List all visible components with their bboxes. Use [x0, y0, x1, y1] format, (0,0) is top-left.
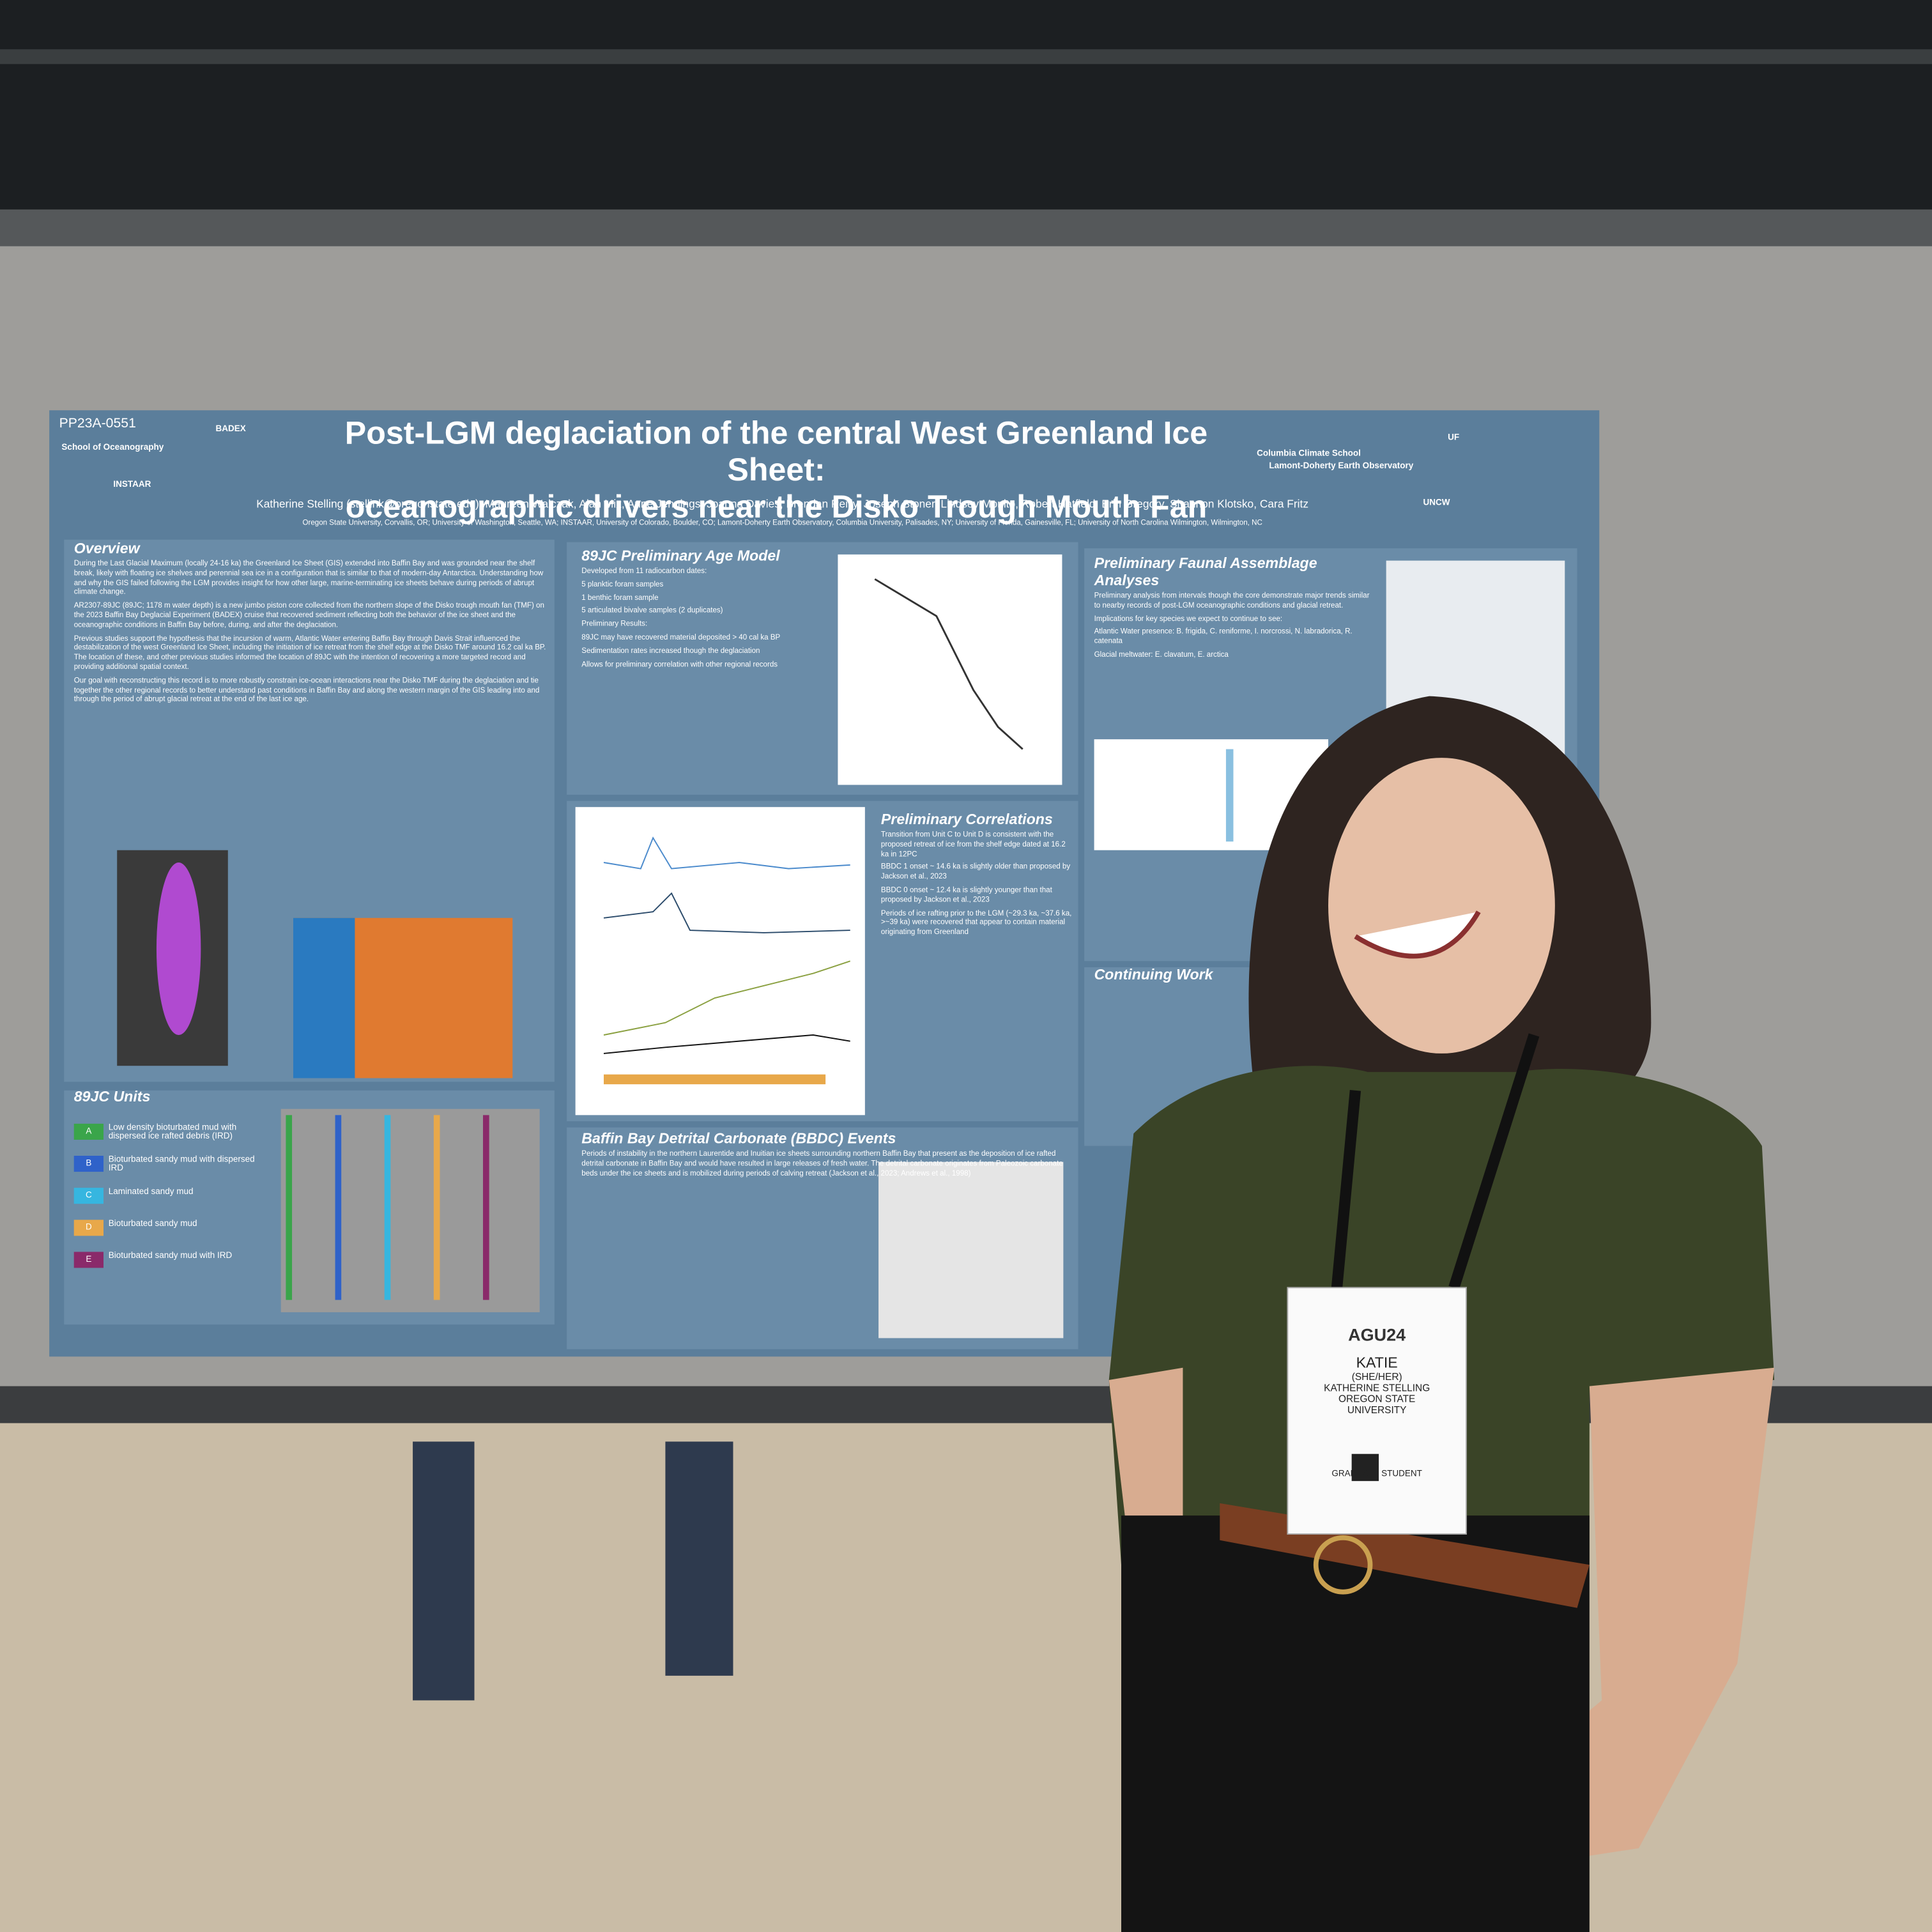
section-text: Periods of ice rafting prior to the LGM … — [880, 910, 1072, 937]
figure-line — [603, 960, 851, 1036]
authors: Katherine Stelling (stellink@oregonstate… — [256, 498, 1309, 510]
figure-bar — [1225, 749, 1234, 842]
unit-swatch: E — [73, 1252, 103, 1268]
badge-affiliation: OREGON STATE UNIVERSITY — [1338, 1393, 1416, 1416]
section-text: Atlantic Water presence: B. frigida, C. … — [1094, 629, 1353, 646]
unit-text: Bioturbated sandy mud — [108, 1220, 197, 1229]
badge — [1287, 1287, 1467, 1535]
figure — [838, 554, 1062, 785]
section-heading: Baffin Bay Detrital Carbonate (BBDC) Eve… — [581, 1130, 896, 1147]
badge-text: AGU24 KATIE (SHE/HER) KATHERINE STELLING… — [1287, 1324, 1466, 1478]
section-heading: 89JC Preliminary Age Model — [581, 547, 780, 565]
section-text: Developed from 11 radiocarbon dates: — [581, 568, 707, 576]
unit-strip — [603, 1074, 826, 1085]
figure — [575, 807, 865, 1116]
section-heading: Preliminary Faunal Assemblage Analyses — [1094, 554, 1317, 589]
logo-text: BADEX — [215, 425, 246, 434]
ceiling — [0, 0, 1932, 222]
section-text: 89JC may have recovered material deposit… — [581, 634, 781, 642]
section-text: Glacial meltwater: E. clavatum, E. arcti… — [1094, 652, 1229, 659]
logo-text: School of Oceanography — [61, 443, 164, 452]
unit-text: Bioturbated sandy mud with dispersed IRD — [108, 1155, 255, 1173]
buckle — [1313, 1535, 1373, 1595]
section-text: Implications for key species we expect t… — [1094, 615, 1283, 624]
bathymetry — [156, 862, 201, 1035]
badge-name: KATIE — [1356, 1354, 1398, 1372]
arm — [1453, 1367, 1775, 1873]
section-text: Allows for preliminary correlation with … — [581, 661, 778, 669]
section-text: Our goal with reconstructing this record… — [73, 677, 540, 704]
section-heading: Preliminary Correlations — [880, 810, 1053, 828]
section-text: Previous studies support the hypothesis … — [73, 635, 546, 672]
badge-pronouns: (SHE/HER) — [1351, 1371, 1402, 1383]
core-unit — [335, 1115, 342, 1300]
figure-line — [603, 1034, 850, 1054]
figure-line — [603, 892, 850, 933]
figure-line — [603, 836, 850, 870]
core-images — [280, 1108, 540, 1312]
unit-swatch: C — [73, 1188, 103, 1204]
title-line: oceanographic drivers near the Disko Tro… — [345, 487, 1208, 525]
core-unit — [433, 1115, 440, 1300]
section-heading: 89JC Units — [73, 1087, 151, 1105]
badge-full-name: KATHERINE STELLING — [1324, 1382, 1430, 1394]
figure-line — [874, 578, 1023, 750]
logo-text: Lamont-Doherty Earth Observatory — [1269, 462, 1414, 471]
badge-event: AGU24 — [1348, 1324, 1406, 1345]
logo-text: UNCW — [1423, 499, 1450, 508]
map — [878, 1162, 1064, 1338]
visitor-leg — [665, 1441, 733, 1676]
section-text: 5 planktic foram samples — [581, 581, 664, 589]
section-heading: Overview — [73, 539, 140, 557]
poster-section: 89JC Units — [74, 1088, 542, 1105]
section-text: AR2307-89JC (89JC; 1178 m water depth) i… — [73, 602, 544, 630]
qr-code — [1351, 1453, 1379, 1482]
face — [1328, 758, 1555, 1054]
map — [293, 917, 355, 1078]
core-unit — [286, 1115, 293, 1300]
poster-section: Overview During the Last Glacial Maximum … — [74, 540, 548, 710]
beam — [0, 49, 1932, 65]
section-text: During the Last Glacial Maximum (locally… — [73, 560, 544, 597]
section-text: Sedimentation rates increased though the… — [581, 648, 760, 656]
affiliations: Oregon State University, Corvallis, OR; … — [302, 519, 1262, 528]
poster-section: Baffin Bay Detrital Carbonate (BBDC) Eve… — [581, 1130, 1072, 1183]
unit-swatch: A — [73, 1123, 103, 1140]
section-text: Transition from Unit C to Unit D is cons… — [880, 831, 1066, 859]
section-text: BBDC 1 onset ~ 14.6 ka is slightly older… — [880, 864, 1071, 882]
unit-swatch: B — [73, 1155, 103, 1172]
poster-section: Preliminary Faunal Assemblage Analyses Pr… — [1094, 555, 1378, 665]
logo-text: UF — [1448, 433, 1460, 443]
poster-id: PP23A-0551 — [59, 416, 136, 431]
section-text: Periods of instability in the northern L… — [581, 1151, 1063, 1177]
logo-text: Columbia Climate School — [1257, 449, 1361, 459]
section-text: 1 benthic foram sample — [581, 594, 659, 602]
badge-role: GRADUATE STUDENT — [1331, 1469, 1422, 1479]
section-text: Preliminary analysis from intervals thou… — [1094, 592, 1370, 610]
poster-section: 89JC Preliminary Age Model Developed from… — [581, 547, 828, 674]
unit-text: Bioturbated sandy mud with IRD — [108, 1252, 233, 1261]
poster-section: Continuing Work — [1094, 966, 1236, 983]
lanyard — [1331, 1089, 1361, 1289]
unit-swatch: D — [73, 1220, 103, 1236]
visitor-leg — [413, 1441, 475, 1701]
logo-text: INSTAAR — [113, 480, 151, 489]
unit-text: Laminated sandy mud — [108, 1188, 194, 1197]
title-line: Post-LGM deglaciation of the central Wes… — [344, 413, 1208, 488]
section-heading: Continuing Work — [1094, 965, 1213, 983]
lanyard — [1448, 1033, 1540, 1289]
section-text: Preliminary Results: — [581, 621, 648, 629]
unit-text: Low density bioturbated mud with dispers… — [108, 1123, 237, 1141]
section-text: 5 articulated bivalve samples (2 duplica… — [581, 608, 723, 616]
poster-section: Preliminary Correlations Transition from … — [881, 811, 1072, 942]
smile — [1354, 910, 1481, 959]
wall-frame — [0, 209, 1932, 247]
section-text: BBDC 0 onset ~ 12.4 ka is slightly young… — [880, 887, 1052, 905]
core-unit — [384, 1115, 391, 1300]
core-unit — [482, 1115, 489, 1300]
poster-title: Post-LGM deglaciation of the central Wes… — [296, 413, 1257, 526]
